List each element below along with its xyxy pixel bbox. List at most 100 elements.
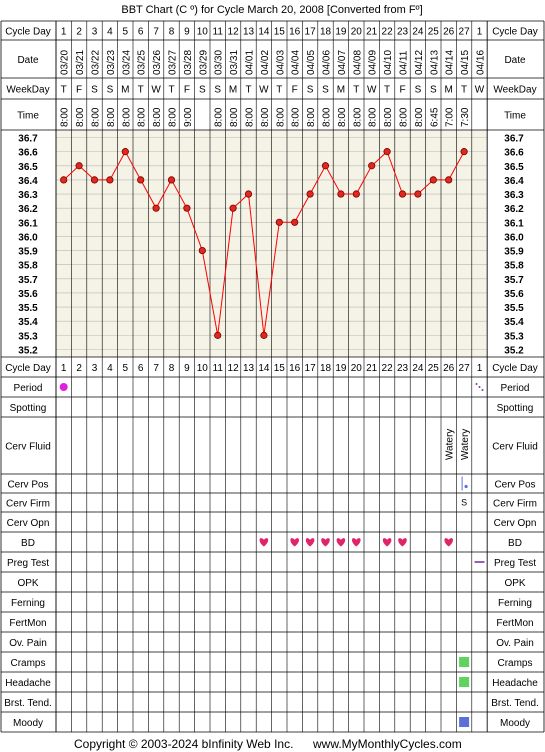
weekday-label: F <box>292 85 298 96</box>
bd-heart <box>259 538 269 547</box>
date-label: 03/26 <box>152 50 163 75</box>
cycle-day-number-2: 6 <box>138 363 144 374</box>
lower-row-label: Cerv Pos <box>7 480 48 491</box>
cycle-day-number-2: 2 <box>76 363 82 374</box>
lower-row-label-right: Brst. Tend. <box>491 698 539 709</box>
temperature-point <box>414 190 422 198</box>
y-tick-left: 36.2 <box>18 204 38 215</box>
temperature-point <box>75 162 83 170</box>
time-label: 9:00 <box>183 107 194 127</box>
weekday-label: F <box>184 85 190 96</box>
cycle-day-number-2: 14 <box>258 363 270 374</box>
time-label: 8:00 <box>399 107 410 127</box>
date-label: 03/27 <box>168 50 179 75</box>
y-tick-left: 36.4 <box>18 176 38 187</box>
y-tick-right: 36.0 <box>504 232 524 243</box>
time-label: 8:00 <box>152 107 163 127</box>
row-label-cycle_day-right: Cycle Day <box>492 27 538 38</box>
cycle-day-number: 10 <box>197 27 209 38</box>
temperature-point <box>90 176 99 184</box>
footer-site[interactable]: www.MyMonthlyCycles.com <box>312 737 462 751</box>
date-label: 03/28 <box>183 50 194 75</box>
cycle-day-number-2: 18 <box>320 363 332 374</box>
date-label: 04/07 <box>337 50 348 75</box>
cycle-day-number: 1 <box>61 27 67 38</box>
cycle-day-number: 5 <box>123 27 129 38</box>
weekday-label: T <box>61 85 67 96</box>
temperature-point <box>198 246 206 255</box>
temperature-point <box>460 148 468 156</box>
temperature-point <box>445 176 453 184</box>
footer-copyright: Copyright © 2003-2024 bInfinity Web Inc. <box>74 737 293 751</box>
date-label: 04/03 <box>275 50 286 75</box>
weekday-label: S <box>415 85 422 96</box>
moody-mark <box>459 717 470 727</box>
weekday-label: S <box>430 85 437 96</box>
cycle-day-number-2: 24 <box>412 363 424 374</box>
y-tick-right: 35.8 <box>504 261 524 272</box>
temperature-point <box>167 176 176 184</box>
time-label: 8:00 <box>352 107 363 127</box>
lower-row-label-right: Headache <box>492 678 538 689</box>
row-label-time: Time <box>17 111 39 122</box>
cycle-day-number: 14 <box>258 27 270 38</box>
temperature-point <box>137 176 145 184</box>
time-label: 8:00 <box>275 107 286 127</box>
period-dot <box>475 383 478 385</box>
cycle-day-number-2: 16 <box>289 363 301 374</box>
date-label: 04/04 <box>291 50 302 75</box>
time-label: 8:00 <box>229 107 240 127</box>
y-tick-right: 35.6 <box>504 289 524 300</box>
time-label: 8:00 <box>306 107 317 127</box>
cycle-day-number: 3 <box>92 27 98 38</box>
cycle-day-number: 9 <box>184 27 190 38</box>
lower-row-label-right: Cramps <box>497 658 532 669</box>
y-tick-right: 36.5 <box>504 162 524 173</box>
y-tick-left: 36.6 <box>18 148 38 159</box>
weekday-label: F <box>76 85 82 96</box>
time-label: 7:00 <box>445 107 456 127</box>
lower-row-label: FertMon <box>9 618 46 629</box>
date-label: 03/29 <box>198 50 209 75</box>
y-tick-left: 36.3 <box>18 190 38 201</box>
date-label: 04/16 <box>476 50 487 75</box>
lower-row-label: Preg Test <box>7 558 49 569</box>
cycle-day-number: 20 <box>351 27 363 38</box>
y-tick-left: 36.7 <box>18 134 38 145</box>
cycle-day-number-2: 8 <box>169 363 175 374</box>
cycle-day-number: 2 <box>76 27 82 38</box>
y-tick-right: 35.9 <box>504 247 524 258</box>
time-label: 8:00 <box>383 107 394 127</box>
cerv-fluid-label: Watery <box>445 429 456 460</box>
cycle-day-number: 11 <box>213 27 224 38</box>
row-label-time-right: Time <box>504 111 526 122</box>
cycle-day-number: 18 <box>320 27 332 38</box>
cycle-day-number-2: 19 <box>335 363 347 374</box>
cycle-day-number: 6 <box>138 27 144 38</box>
weekday-label: T <box>461 85 467 96</box>
temperature-point <box>337 190 345 198</box>
time-label: 6:45 <box>429 107 440 127</box>
date-label: 03/24 <box>121 50 132 75</box>
weekday-label: S <box>91 85 98 96</box>
time-label: 8:00 <box>260 107 271 127</box>
lower-row-label-right: OPK <box>504 578 525 589</box>
cycle-day-number-2: 7 <box>153 363 159 374</box>
lower-row-label: Headache <box>5 678 51 689</box>
lower-row-label-right: Cerv Firm <box>493 499 537 510</box>
cycle-day-number-2: 25 <box>428 363 440 374</box>
time-label: 8:00 <box>168 107 179 127</box>
time-label: 8:00 <box>137 107 148 127</box>
bd-heart <box>352 538 361 547</box>
date-label: 04/09 <box>368 50 379 75</box>
lower-row-label-right: Period <box>501 383 530 394</box>
weekday-label: M <box>121 85 129 96</box>
cerv-firm-label: S <box>461 498 467 508</box>
weekday-label: M <box>229 85 237 96</box>
cycle-day-number-2: 4 <box>107 363 113 374</box>
chart-title: BBT Chart (C º) for Cycle March 20, 2008… <box>121 4 422 16</box>
lower-row-label: Cramps <box>10 658 45 669</box>
temperature-point <box>152 204 160 212</box>
